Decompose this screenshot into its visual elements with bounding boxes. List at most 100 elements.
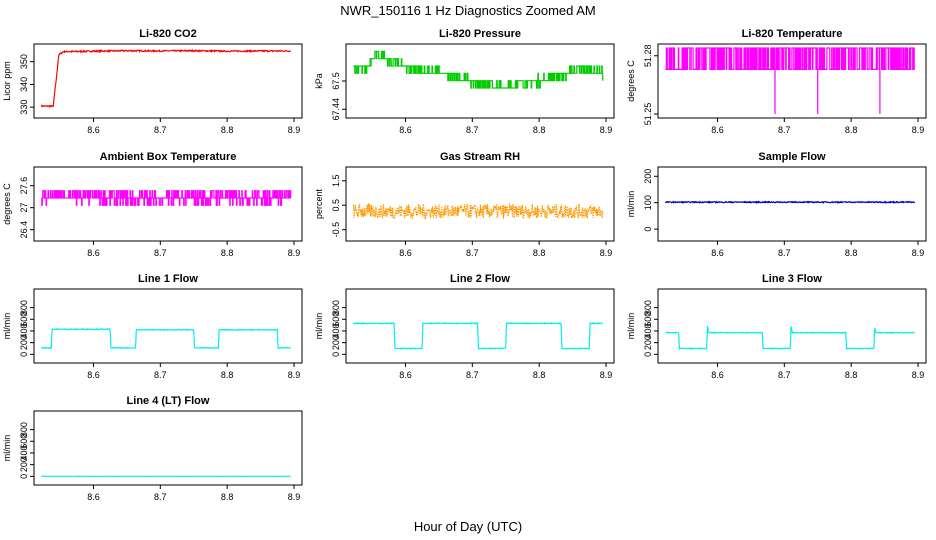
x-tick-label: 8.6	[399, 125, 412, 135]
series-line	[664, 200, 916, 205]
x-tick-label: 8.8	[845, 125, 858, 135]
y-tick-label: 27.6	[19, 177, 29, 195]
x-tick-label: 8.7	[154, 248, 167, 258]
chart-pressure: Li-820 Pressure 8.6 8.7 8.8 8.9 67.44 67.5 kPa	[314, 28, 615, 135]
y-tick-label: 800	[19, 300, 29, 315]
y-tick-label: 200	[19, 335, 29, 350]
x-tick-label: 8.9	[288, 370, 301, 380]
series-line	[40, 327, 292, 350]
chart-title: Li-820 CO2	[139, 28, 196, 40]
y-tick-label: 67.44	[331, 98, 341, 121]
x-tick-label: 8.8	[533, 370, 546, 380]
y-tick-label: 600	[643, 312, 653, 327]
chart-title: Li-820 Temperature	[742, 28, 843, 40]
y-tick-label: 800	[643, 300, 653, 315]
plot-frame	[657, 43, 927, 119]
plot-frame	[33, 43, 303, 119]
y-tick-label: 200	[19, 457, 29, 472]
series-line	[352, 202, 604, 221]
plot-frame	[33, 288, 303, 364]
plot-frame	[345, 288, 615, 364]
y-tick-label: 100	[643, 195, 653, 210]
y-axis-label: kPa	[314, 73, 324, 89]
x-tick-label: 8.9	[288, 492, 301, 502]
x-tick-label: 8.7	[466, 370, 479, 380]
plot-frame	[657, 288, 927, 364]
y-tick-label: 0	[19, 474, 29, 479]
chart-title: Line 2 Flow	[450, 273, 510, 285]
y-axis-label: Licor ppm	[2, 61, 12, 101]
y-tick-label: 1.5	[331, 175, 341, 188]
chart-rh: Gas Stream RH 8.6 8.7 8.8 8.9 -0.5 0.5 1.5 perce…	[314, 151, 615, 258]
plot-frame	[33, 410, 303, 486]
chart-temp: Li-820 Temperature 8.6 8.7 8.8 8.9 51.25 51.28…	[626, 28, 927, 135]
y-tick-label: 51.28	[643, 44, 653, 67]
y-tick-label: 600	[331, 312, 341, 327]
x-tick-label: 8.7	[154, 125, 167, 135]
y-tick-label: 0	[643, 352, 653, 357]
x-axis-label: Hour of Day (UTC)	[414, 519, 522, 534]
chart-line4: Line 4 (LT) Flow 8.6 8.7 8.8 8.9 0 20040060080…	[2, 395, 303, 502]
y-axis-label: ml/min	[626, 191, 636, 218]
x-tick-label: 8.8	[533, 125, 546, 135]
y-tick-label: 27	[19, 203, 29, 213]
y-tick-label: 600	[19, 434, 29, 449]
figure-title: NWR_150116 1 Hz Diagnostics Zoomed AM	[340, 3, 596, 18]
y-axis-label: ml/min	[314, 313, 324, 340]
y-tick-label: 400	[19, 323, 29, 338]
x-tick-label: 8.7	[466, 248, 479, 258]
chart-ambient: Ambient Box Temperature 8.6 8.7 8.8 8.9 26.4 2…	[2, 151, 303, 258]
y-tick-label: 200	[643, 169, 653, 184]
x-tick-label: 8.6	[87, 125, 100, 135]
y-tick-label: 400	[643, 323, 653, 338]
x-tick-label: 8.9	[600, 248, 613, 258]
y-axis-label: ml/min	[2, 435, 12, 462]
y-axis-label: degrees C	[2, 183, 12, 225]
y-tick-label: 340	[19, 77, 29, 92]
chart-panels: Li-820 CO2 8.6 8.7 8.8 8.9 330 340 350 Licor ppm…	[2, 28, 927, 502]
y-tick-label: 67.5	[331, 72, 341, 90]
x-tick-label: 8.7	[778, 248, 791, 258]
chart-title: Li-820 Pressure	[439, 28, 521, 40]
x-tick-label: 8.8	[845, 370, 858, 380]
x-tick-label: 8.6	[87, 370, 100, 380]
y-axis-label: degrees C	[626, 60, 636, 102]
x-tick-label: 8.7	[778, 125, 791, 135]
y-tick-label: 400	[331, 323, 341, 338]
x-tick-label: 8.6	[399, 248, 412, 258]
x-tick-label: 8.7	[154, 370, 167, 380]
chart-title: Line 4 (LT) Flow	[127, 395, 210, 407]
y-tick-label: 0	[19, 352, 29, 357]
chart-title: Line 1 Flow	[138, 273, 198, 285]
x-tick-label: 8.6	[87, 248, 100, 258]
series-line	[41, 190, 292, 206]
x-tick-label: 8.6	[87, 492, 100, 502]
y-tick-label: 0	[331, 352, 341, 357]
y-tick-label: 800	[19, 422, 29, 437]
x-tick-label: 8.7	[778, 370, 791, 380]
x-tick-label: 8.9	[912, 248, 925, 258]
y-axis-label: percent	[314, 188, 324, 219]
y-tick-label: 330	[19, 100, 29, 115]
x-tick-label: 8.8	[533, 248, 546, 258]
y-tick-label: 400	[19, 445, 29, 460]
x-tick-label: 8.8	[221, 248, 234, 258]
y-axis-label: ml/min	[2, 313, 12, 340]
y-tick-label: 26.4	[19, 221, 29, 239]
y-tick-label: 600	[19, 312, 29, 327]
y-axis-label: ml/min	[626, 313, 636, 340]
series-line	[353, 321, 603, 350]
x-tick-label: 8.9	[912, 370, 925, 380]
y-tick-label: 0.5	[331, 199, 341, 212]
x-tick-label: 8.8	[221, 492, 234, 502]
y-tick-label: 51.25	[643, 103, 653, 126]
x-tick-label: 8.7	[466, 125, 479, 135]
y-tick-label: -0.5	[331, 222, 341, 238]
series-line	[40, 48, 292, 109]
x-tick-label: 8.7	[154, 492, 167, 502]
x-tick-label: 8.9	[600, 370, 613, 380]
x-tick-label: 8.6	[711, 125, 724, 135]
x-tick-label: 8.9	[288, 125, 301, 135]
